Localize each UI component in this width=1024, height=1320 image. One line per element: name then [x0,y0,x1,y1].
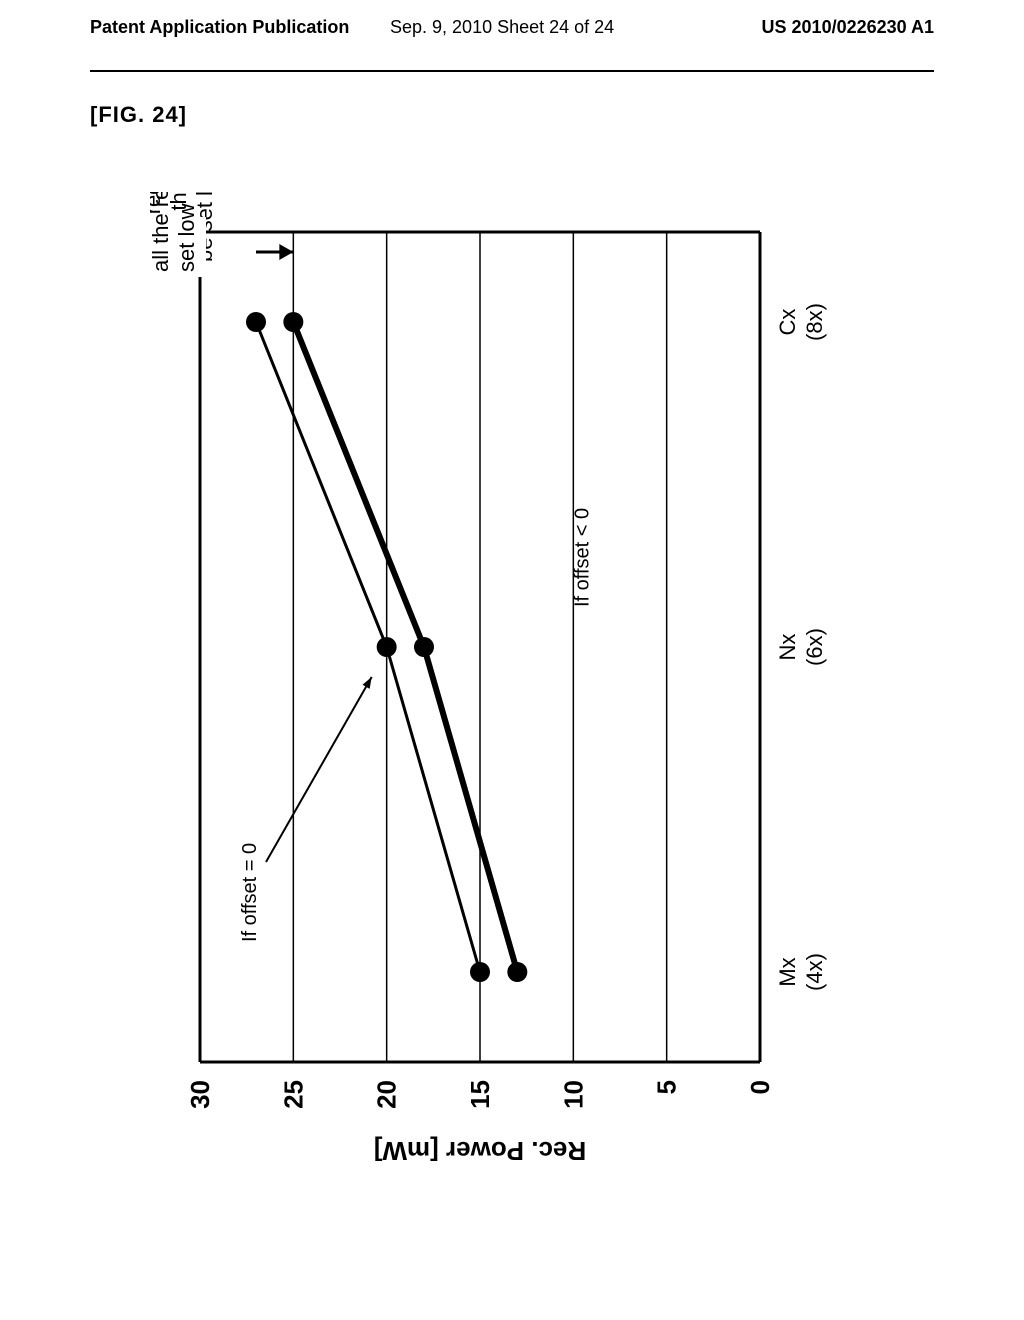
svg-text:25: 25 [278,1080,308,1109]
svg-text:(8x): (8x) [802,303,827,341]
svg-text:Nx: Nx [775,634,800,661]
svg-text:10: 10 [558,1080,588,1109]
svg-text:20: 20 [372,1080,402,1109]
header-center: Sep. 9, 2010 Sheet 24 of 24 [390,17,614,38]
svg-text:5: 5 [652,1080,682,1094]
svg-text:15: 15 [465,1080,495,1109]
svg-text:If offset = 0: If offset = 0 [239,843,261,942]
header-right: US 2010/0226230 A1 [762,17,934,38]
svg-text:If offset < 0: If offset < 0 [571,508,593,607]
chart-container: 0 5 10 15 20 25 30 Mx(4x) Nx(6x) Cx(8x) Rec. Power… [150,192,870,1192]
svg-text:Mx: Mx [775,957,800,986]
figure-label: [FIG. 24] [90,102,187,128]
svg-text:(4x): (4x) [802,953,827,991]
svg-text:30: 30 [185,1080,215,1109]
svg-text:Rec. Power [mW]: Rec. Power [mW] [374,1136,586,1166]
chart-svg: 0 5 10 15 20 25 30 Mx(4x) Nx(6x) Cx(8x) Rec. Power… [150,192,870,1192]
header-left: Patent Application Publication [90,17,349,38]
svg-text:Cx: Cx [775,309,800,336]
page-frame: Patent Application Publication Sep. 9, 2… [90,70,934,1252]
svg-text:all the recording speeds can b: all the recording speeds can be [150,192,173,272]
svg-text:set low: set low [174,203,199,272]
svg-text:(6x): (6x) [802,628,827,666]
svg-text:0: 0 [745,1080,775,1094]
